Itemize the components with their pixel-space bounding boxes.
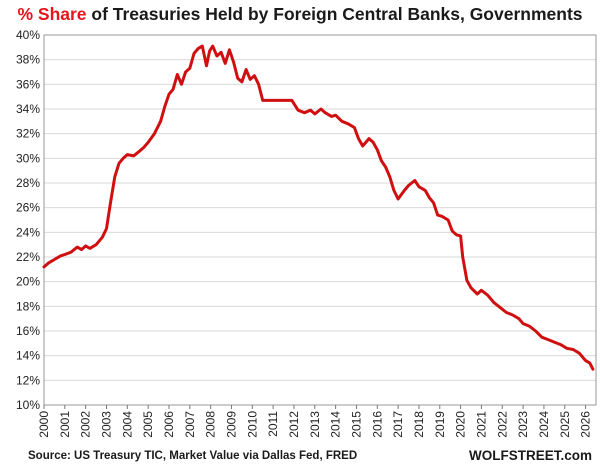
x-tick-label: 2007: [183, 411, 197, 438]
y-tick-label: 18%: [16, 299, 40, 313]
x-tick-label: 2014: [329, 411, 343, 438]
y-tick-label: 20%: [16, 275, 40, 289]
chart-title-rest: of Treasuries Held by Foreign Central Ba…: [86, 4, 583, 24]
y-axis-ticks: 10% 12% 14% 16% 18% 20% 22% 24% 26% 28% 30% 32% 34% 3…: [16, 28, 40, 412]
x-tick-label: 2019: [433, 411, 447, 438]
y-tick-label: 36%: [16, 77, 40, 91]
x-tick-label: 2023: [516, 411, 530, 438]
x-tick-label: 2009: [224, 411, 238, 438]
x-tick-label: 2008: [204, 411, 218, 438]
x-tick-label: 2017: [391, 411, 405, 438]
x-tick-label: 2026: [579, 411, 593, 438]
x-tick-label: 2013: [308, 411, 322, 438]
x-tick-label: 2018: [412, 411, 426, 438]
x-tick-label: 2011: [266, 411, 280, 437]
grid-lines: [44, 59, 596, 381]
y-tick-label: 40%: [16, 28, 40, 42]
y-tick-label: 38%: [16, 53, 40, 67]
x-tick-label: 2002: [79, 411, 93, 438]
x-tick-label: 2005: [141, 411, 155, 438]
y-tick-label: 12%: [16, 373, 40, 387]
x-tick-label: 2016: [370, 411, 384, 438]
source-note: Source: US Treasury TIC, Market Value vi…: [28, 450, 358, 462]
series-line-0: [42, 44, 595, 371]
y-tick-label: 22%: [16, 250, 40, 264]
y-tick-label: 30%: [16, 151, 40, 165]
plot-frame: [43, 34, 597, 406]
chart-title: % Share of Treasuries Held by Foreign Ce…: [0, 4, 600, 25]
x-tick-label: 2025: [558, 411, 572, 438]
y-tick-label: 24%: [16, 225, 40, 239]
brand-label: WOLFSTREET.com: [468, 448, 592, 463]
x-tick-label: 2020: [454, 411, 468, 438]
y-tick-label: 32%: [16, 127, 40, 141]
x-tick-label: 2010: [245, 411, 259, 438]
x-tick-label: 2021: [474, 411, 488, 438]
x-tick-label: 2024: [537, 411, 551, 438]
x-tick-label: 2006: [162, 411, 176, 438]
y-tick-label: 28%: [16, 176, 40, 190]
x-tick-label: 2001: [58, 411, 72, 438]
x-tick-label: 2000: [37, 411, 51, 438]
y-tick-label: 14%: [16, 349, 40, 363]
x-tick-label: 2012: [287, 411, 301, 438]
y-tick-label: 26%: [16, 201, 40, 215]
y-tick-label: 10%: [16, 398, 40, 412]
x-tick-label: 2003: [99, 411, 113, 438]
x-tick-label: 2015: [349, 411, 363, 438]
x-tick-label: 2022: [495, 411, 509, 438]
x-tick-label: 2004: [120, 411, 134, 438]
y-tick-label: 16%: [16, 324, 40, 338]
x-axis-ticks: 2000 2001 2002 2003 2004 2005 2006 2007 2008 2009…: [37, 405, 593, 438]
series-group: [42, 44, 595, 371]
y-tick-label: 34%: [16, 102, 40, 116]
chart-title-accent: % Share: [17, 4, 87, 24]
